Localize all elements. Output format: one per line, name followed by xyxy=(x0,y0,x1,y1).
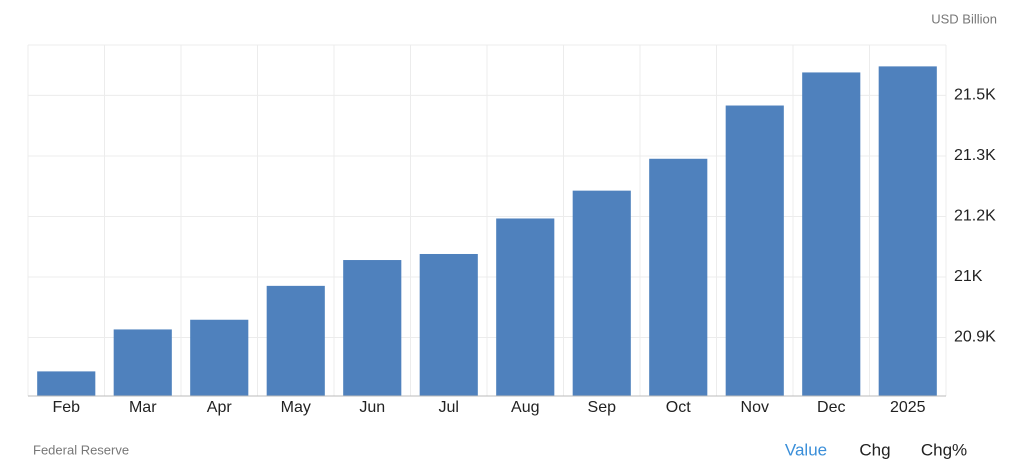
y-tick-label: 21.3K xyxy=(954,147,996,164)
bar xyxy=(802,72,861,397)
x-tick-label: Mar xyxy=(129,399,157,416)
x-tick-label: Oct xyxy=(666,399,691,416)
bar xyxy=(878,66,937,397)
source: Federal Reserve xyxy=(33,442,129,457)
tab-chg[interactable]: Chg xyxy=(859,440,890,459)
bar xyxy=(649,158,708,396)
y-tick-label: 20.9K xyxy=(954,329,996,346)
bar xyxy=(266,285,325,396)
tab-value[interactable]: Value xyxy=(785,440,827,459)
y-tick-label: 21K xyxy=(954,268,983,285)
x-tick-label: 2025 xyxy=(890,399,926,416)
x-tick-label: Jul xyxy=(439,399,459,416)
x-tick-label: Dec xyxy=(817,399,845,416)
bar xyxy=(343,260,402,396)
x-tick-label: Apr xyxy=(207,399,233,416)
tab-chg-pct[interactable]: Chg% xyxy=(921,440,967,459)
x-tick-label: Sep xyxy=(588,399,617,416)
unit-label: USD Billion xyxy=(931,11,997,26)
bar xyxy=(113,329,172,396)
x-tick-label: Aug xyxy=(511,399,539,416)
bar xyxy=(725,105,784,396)
bar xyxy=(37,371,96,396)
bar xyxy=(496,218,555,396)
bar xyxy=(419,253,478,396)
y-tick-label: 21.5K xyxy=(954,87,996,104)
x-tick-label: Jun xyxy=(359,399,385,416)
x-tick-label: May xyxy=(281,399,311,416)
bar xyxy=(572,190,631,396)
x-tick-label: Nov xyxy=(741,399,769,416)
y-tick-label: 21.2K xyxy=(954,208,996,225)
x-tick-label: Feb xyxy=(52,399,80,416)
bar xyxy=(190,319,249,396)
